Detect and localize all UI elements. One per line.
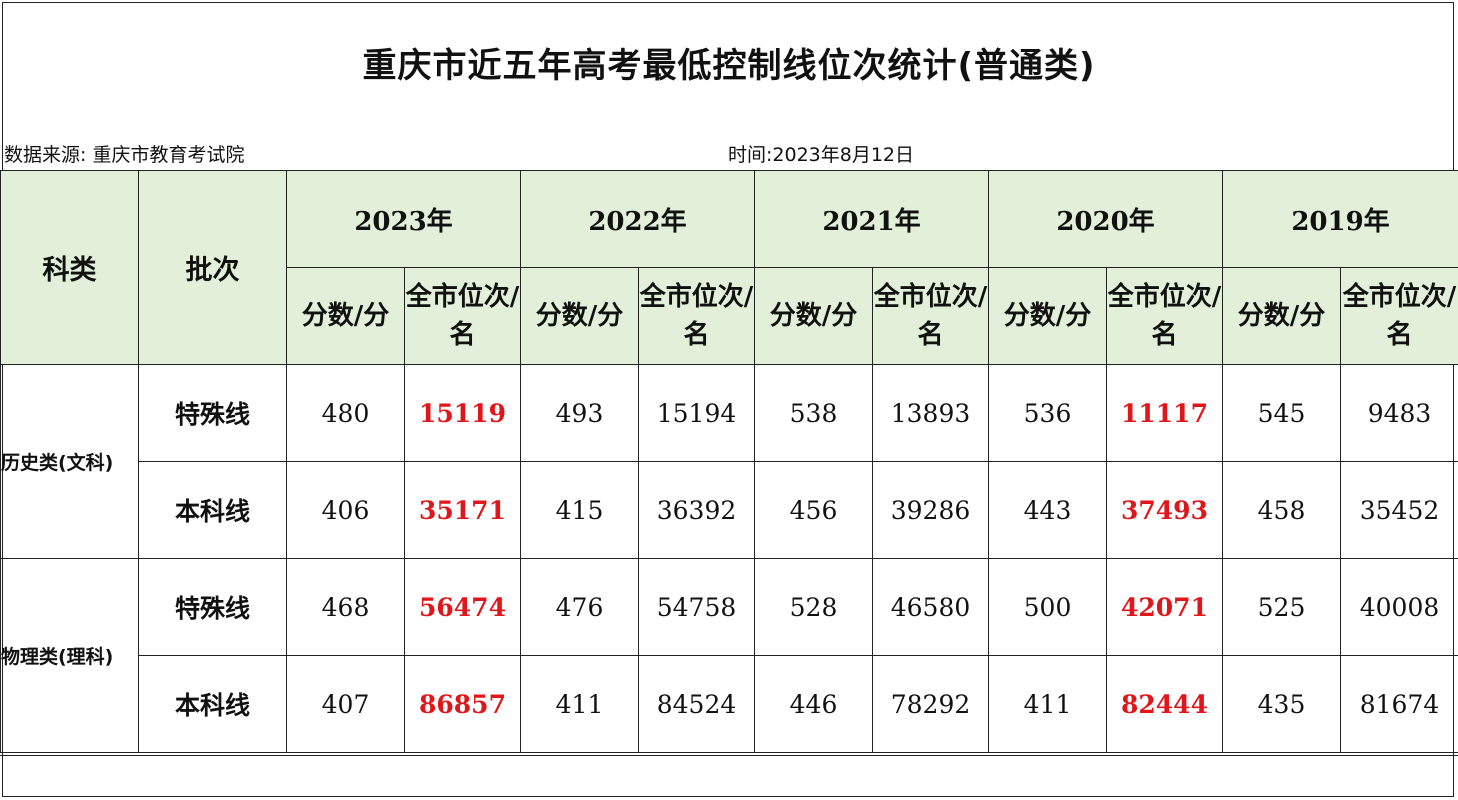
rank-cell: 9483 [1340, 364, 1458, 462]
header-year: 2019年 [1222, 170, 1458, 268]
header-rank: 全市位次/名 [638, 267, 755, 365]
header-rank: 全市位次/名 [404, 267, 521, 365]
score-cell: 411 [988, 655, 1107, 753]
score-cell: 407 [286, 655, 405, 753]
header-year: 2020年 [988, 170, 1223, 268]
rank-cell: 46580 [872, 558, 989, 656]
score-cell: 446 [754, 655, 873, 753]
rank-cell: 35452 [1340, 461, 1458, 559]
category-cell: 历史类(文科) [0, 364, 139, 559]
score-cell: 456 [754, 461, 873, 559]
header-score: 分数/分 [754, 267, 873, 365]
rank-cell: 40008 [1340, 558, 1458, 656]
score-cell: 458 [1222, 461, 1341, 559]
header-score: 分数/分 [286, 267, 405, 365]
rank-cell: 39286 [872, 461, 989, 559]
table-row: 本科线 406 35171 415 36392 456 39286 443 37… [1, 461, 1458, 559]
header-year: 2022年 [520, 170, 755, 268]
score-cell: 468 [286, 558, 405, 656]
rank-cell-highlight: 35171 [404, 461, 521, 559]
rank-cell-highlight: 11117 [1106, 364, 1223, 462]
table-row: 物理类(理科) 特殊线 468 56474 476 54758 528 4658… [0, 558, 1458, 753]
rank-cell-highlight: 42071 [1106, 558, 1223, 656]
score-cell: 415 [520, 461, 639, 559]
header-rank: 全市位次/名 [1340, 267, 1458, 365]
header-batch: 批次 [138, 170, 287, 365]
header-rank: 全市位次/名 [1106, 267, 1223, 365]
header-score: 分数/分 [1222, 267, 1341, 365]
header-score: 分数/分 [520, 267, 639, 365]
rank-cell: 81674 [1340, 655, 1458, 753]
rank-cell-highlight: 82444 [1106, 655, 1223, 753]
rank-cell: 36392 [638, 461, 755, 559]
batch-cell: 本科线 [138, 655, 287, 753]
table-row: 本科线 407 86857 411 84524 446 78292 411 82… [1, 655, 1458, 753]
score-cell: 476 [520, 558, 639, 656]
rank-cell: 84524 [638, 655, 755, 753]
rank-cell-highlight: 56474 [404, 558, 521, 656]
rank-cell: 13893 [872, 364, 989, 462]
header-category: 科类 [0, 170, 139, 365]
rank-cell-highlight: 15119 [404, 364, 521, 462]
rank-cell-highlight: 37493 [1106, 461, 1223, 559]
batch-cell: 特殊线 [138, 558, 287, 656]
header-year: 2023年 [286, 170, 521, 268]
rank-cell: 78292 [872, 655, 989, 753]
score-cell: 435 [1222, 655, 1341, 753]
batch-cell: 本科线 [138, 461, 287, 559]
rank-cell: 15194 [638, 364, 755, 462]
page-title: 重庆市近五年高考最低控制线位次统计(普通类) [362, 46, 1096, 86]
score-cell: 536 [988, 364, 1107, 462]
header-score: 分数/分 [988, 267, 1107, 365]
category-cell: 物理类(理科) [0, 558, 139, 753]
score-cell: 411 [520, 655, 639, 753]
score-cell: 545 [1222, 364, 1341, 462]
score-cell: 480 [286, 364, 405, 462]
score-cell: 443 [988, 461, 1107, 559]
score-cell: 538 [754, 364, 873, 462]
date-label: 时间:2023年8月12日 [728, 144, 915, 166]
rank-cell-highlight: 86857 [404, 655, 521, 753]
header-rank: 全市位次/名 [872, 267, 989, 365]
score-table: 科类 批次 2023年 2022年 2021年 2020年 2019年 分数/分… [0, 170, 1458, 753]
score-cell: 525 [1222, 558, 1341, 656]
score-cell: 528 [754, 558, 873, 656]
divider [0, 755, 1458, 756]
table-row: 历史类(文科) 特殊线 480 15119 493 15194 538 1389… [0, 364, 1458, 559]
data-source: 数据来源: 重庆市教育考试院 [4, 144, 245, 166]
rank-cell: 54758 [638, 558, 755, 656]
score-cell: 493 [520, 364, 639, 462]
batch-cell: 特殊线 [138, 364, 287, 462]
score-cell: 500 [988, 558, 1107, 656]
score-cell: 406 [286, 461, 405, 559]
header-year: 2021年 [754, 170, 989, 268]
